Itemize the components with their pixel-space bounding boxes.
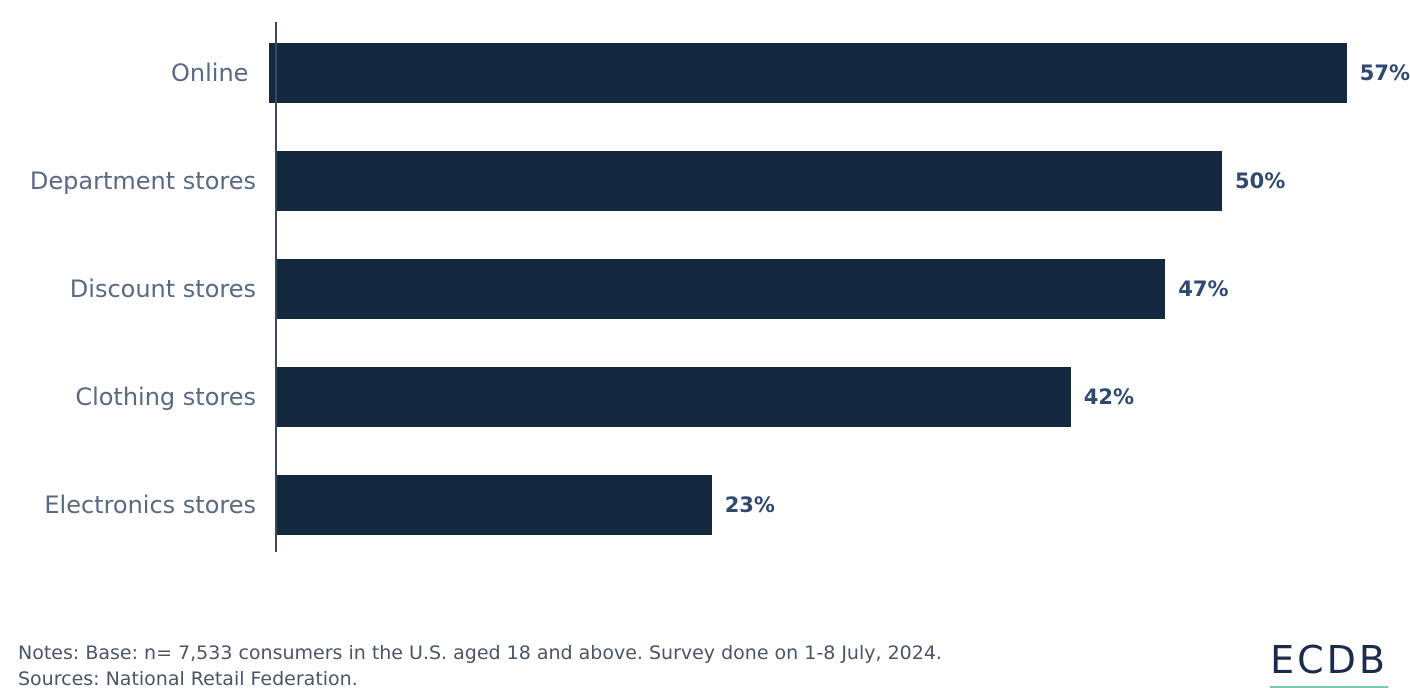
value-label: 50% bbox=[1235, 169, 1286, 193]
bar-area: 42% bbox=[277, 367, 1410, 427]
category-label: Department stores bbox=[29, 167, 256, 195]
bar-row: Electronics stores 23% bbox=[0, 475, 1410, 535]
bar-row: Online 57% bbox=[0, 43, 1410, 103]
value-label: 42% bbox=[1083, 385, 1135, 409]
bar bbox=[277, 259, 1166, 319]
notes-line: Notes: Base: n= 7,533 consumers in the U… bbox=[18, 641, 942, 664]
value-label: 47% bbox=[1178, 277, 1229, 301]
bar-row: Discount stores 47% bbox=[0, 259, 1410, 319]
value-label: 57% bbox=[1359, 61, 1410, 85]
ecdb-logo: ECDB bbox=[1270, 641, 1388, 688]
y-axis-line bbox=[275, 22, 277, 552]
notes-block: Notes: Base: n= 7,533 consumers in the U… bbox=[18, 640, 942, 688]
bar-rows: Online 57% Department stores 50% Discount st… bbox=[0, 22, 1410, 552]
category-label: Electronics stores bbox=[44, 491, 256, 519]
sources-line: Sources: National Retail Federation. bbox=[18, 667, 358, 688]
bar-chart: Online 57% Department stores 50% Discount st… bbox=[0, 22, 1410, 552]
category-label: Clothing stores bbox=[75, 383, 256, 411]
bar-area: 50% bbox=[277, 151, 1410, 211]
bar bbox=[277, 367, 1071, 427]
logo-text: ECDB bbox=[1270, 638, 1388, 682]
bar-row: Department stores 50% bbox=[0, 151, 1410, 211]
bar-row: Clothing stores 42% bbox=[0, 367, 1410, 427]
footer: Notes: Base: n= 7,533 consumers in the U… bbox=[0, 640, 1410, 688]
bar bbox=[277, 151, 1222, 211]
category-label: Discount stores bbox=[69, 275, 256, 303]
bar-area: 57% bbox=[269, 43, 1410, 103]
bar bbox=[269, 43, 1347, 103]
bar bbox=[277, 475, 712, 535]
chart-canvas: Online 57% Department stores 50% Discount st… bbox=[0, 22, 1410, 688]
category-label: Online bbox=[171, 59, 249, 87]
logo-underline bbox=[1270, 686, 1388, 688]
bar-area: 47% bbox=[277, 259, 1410, 319]
value-label: 23% bbox=[724, 493, 775, 517]
bar-area: 23% bbox=[277, 475, 1410, 535]
